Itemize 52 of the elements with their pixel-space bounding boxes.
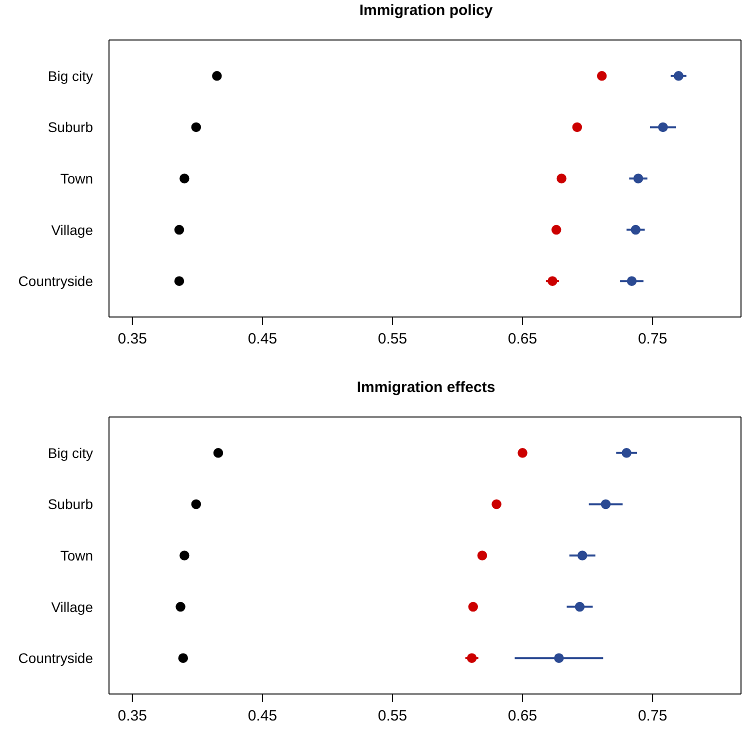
point — [191, 499, 202, 510]
point — [468, 602, 478, 612]
point — [626, 276, 637, 286]
point — [518, 448, 528, 458]
x-tick-label: 0.55 — [378, 330, 408, 348]
x-tick-label: 0.75 — [638, 708, 668, 725]
x-tick-label: 0.45 — [248, 330, 278, 348]
point — [554, 653, 564, 663]
point — [633, 174, 644, 184]
point — [596, 71, 607, 81]
point — [548, 276, 558, 286]
point — [577, 550, 588, 560]
y-tick-label: Countryside — [18, 273, 94, 290]
x-tick-label: 0.55 — [378, 708, 408, 725]
x-tick-label: 0.45 — [248, 708, 278, 725]
y-tick-label: Village — [51, 598, 94, 615]
chart-title: Immigration policy — [358, 2, 494, 19]
y-tick-label: Town — [60, 547, 93, 564]
y-tick-label: Suburb — [48, 496, 94, 512]
y-tick-label: Countryside — [18, 650, 94, 666]
point — [600, 499, 611, 510]
point — [492, 499, 502, 510]
chart-title: Immigration effects — [356, 379, 496, 396]
y-tick-label: Village — [51, 222, 94, 238]
point — [174, 276, 184, 286]
point — [574, 602, 585, 612]
point — [466, 653, 477, 663]
point — [630, 224, 641, 235]
point — [556, 174, 566, 184]
point — [477, 550, 488, 560]
point — [551, 224, 562, 235]
point — [180, 550, 190, 560]
y-tick-label: Town — [60, 170, 93, 186]
point — [180, 174, 190, 184]
point — [191, 122, 202, 132]
point — [212, 71, 222, 81]
point — [658, 122, 668, 132]
point — [572, 122, 582, 132]
point — [674, 71, 684, 81]
x-tick-label: 0.65 — [508, 330, 538, 348]
y-tick-label: Big city — [48, 444, 93, 461]
point — [174, 224, 184, 235]
x-tick-label: 0.35 — [118, 708, 148, 725]
point — [622, 448, 632, 458]
x-tick-label: 0.75 — [638, 330, 668, 348]
point — [178, 653, 188, 663]
x-tick-label: 0.35 — [118, 330, 148, 348]
x-tick-label: 0.65 — [508, 708, 538, 725]
y-tick-label: Suburb — [48, 119, 94, 136]
point — [176, 602, 186, 612]
point — [213, 448, 224, 458]
y-tick-label: Big city — [48, 68, 93, 84]
